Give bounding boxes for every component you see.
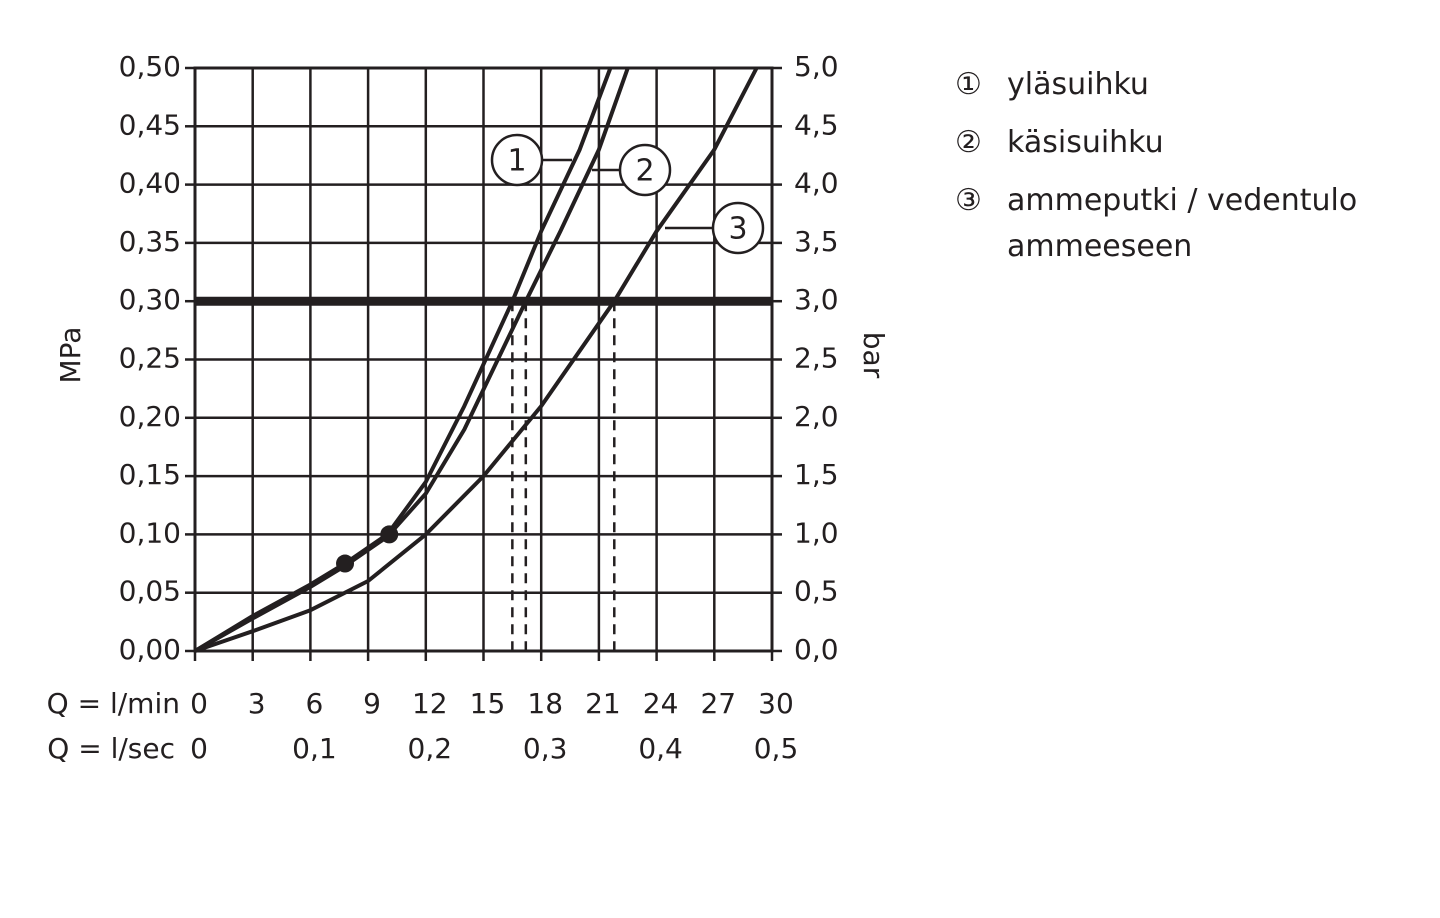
y2-tick-label: 3,5 bbox=[794, 225, 839, 258]
y2-axis-label: bar bbox=[857, 332, 890, 379]
legend-marker: ③ bbox=[955, 183, 982, 218]
y-tick-label: 0,05 bbox=[119, 575, 181, 608]
x-tick-label: 0 bbox=[190, 687, 208, 720]
x2-tick-label: 0,4 bbox=[638, 732, 683, 765]
x-tick-label: 21 bbox=[585, 687, 621, 720]
y-tick-label: 0,10 bbox=[119, 516, 181, 549]
x-tick-label: 27 bbox=[700, 687, 736, 720]
x-tick-label: 6 bbox=[305, 687, 323, 720]
y-tick-label: 0,15 bbox=[119, 458, 181, 491]
y-axis-label: MPa bbox=[54, 327, 87, 384]
curve-label: 1 bbox=[507, 144, 526, 179]
legend-entry: ① yläsuihku bbox=[955, 62, 1375, 108]
x2-tick-label: 0,5 bbox=[754, 732, 799, 765]
series-line bbox=[194, 67, 759, 653]
point bbox=[336, 554, 355, 573]
x-tick-label: 18 bbox=[527, 687, 563, 720]
series-line bbox=[193, 67, 613, 653]
curve-label: 2 bbox=[635, 154, 654, 189]
y2-tick-label: 2,0 bbox=[794, 400, 839, 433]
y2-tick-label: 4,0 bbox=[794, 167, 839, 200]
y-tick-label: 0,50 bbox=[119, 50, 181, 83]
x-tick-label: 3 bbox=[248, 687, 266, 720]
x-tick-label: 24 bbox=[643, 687, 679, 720]
legend-entry: ② käsisuihku bbox=[955, 120, 1375, 166]
legend-entry: ③ ammeputki / vedentulo ammeeseen bbox=[955, 178, 1375, 270]
y2-tick-label: 3,0 bbox=[794, 283, 839, 316]
curve-label-circle bbox=[711, 201, 765, 255]
y-tick-label: 0,40 bbox=[119, 167, 181, 200]
legend-label: ammeputki / vedentulo ammeeseen bbox=[1007, 183, 1358, 264]
y-tick-label: 0,35 bbox=[119, 225, 181, 258]
y-tick-label: 0,25 bbox=[119, 342, 181, 375]
y2-tick-label: 0,0 bbox=[794, 633, 839, 666]
point bbox=[380, 525, 399, 544]
legend-marker: ② bbox=[955, 125, 982, 160]
y-tick-label: 0,30 bbox=[119, 283, 181, 316]
x2-tick-label: 0,3 bbox=[523, 732, 568, 765]
y2-tick-label: 1,5 bbox=[794, 458, 839, 491]
x-axis-label: Q = l/min bbox=[47, 687, 180, 720]
y-tick-label: 0,20 bbox=[119, 400, 181, 433]
series-line bbox=[194, 67, 630, 653]
x-tick-label: 12 bbox=[412, 687, 448, 720]
x2-tick-label: 0,1 bbox=[292, 732, 337, 765]
y2-tick-label: 0,5 bbox=[794, 575, 839, 608]
x2-axis-label: Q = l/sec bbox=[47, 732, 175, 765]
curve-label: 3 bbox=[728, 212, 747, 247]
x-tick-label: 30 bbox=[758, 687, 794, 720]
legend-marker: ① bbox=[955, 67, 982, 102]
legend-label: käsisuihku bbox=[1007, 125, 1164, 160]
y2-tick-label: 5,0 bbox=[794, 50, 839, 83]
plot-frame bbox=[193, 66, 774, 653]
y2-tick-label: 1,0 bbox=[794, 516, 839, 549]
legend-label: yläsuihku bbox=[1007, 67, 1149, 102]
curve-label-circle bbox=[490, 133, 544, 187]
legend: ① yläsuihku ② käsisuihku ③ ammeputki / vedent… bbox=[955, 62, 1375, 282]
x-tick-label: 15 bbox=[470, 687, 506, 720]
y2-tick-label: 4,5 bbox=[794, 108, 839, 141]
y-tick-label: 0,00 bbox=[119, 633, 181, 666]
curve-label-circle bbox=[618, 143, 672, 197]
x-tick-label: 9 bbox=[363, 687, 381, 720]
y-tick-label: 0,45 bbox=[119, 108, 181, 141]
y2-tick-label: 2,5 bbox=[794, 342, 839, 375]
x2-tick-label: 0,2 bbox=[408, 732, 453, 765]
x2-tick-label: 0 bbox=[190, 732, 208, 765]
